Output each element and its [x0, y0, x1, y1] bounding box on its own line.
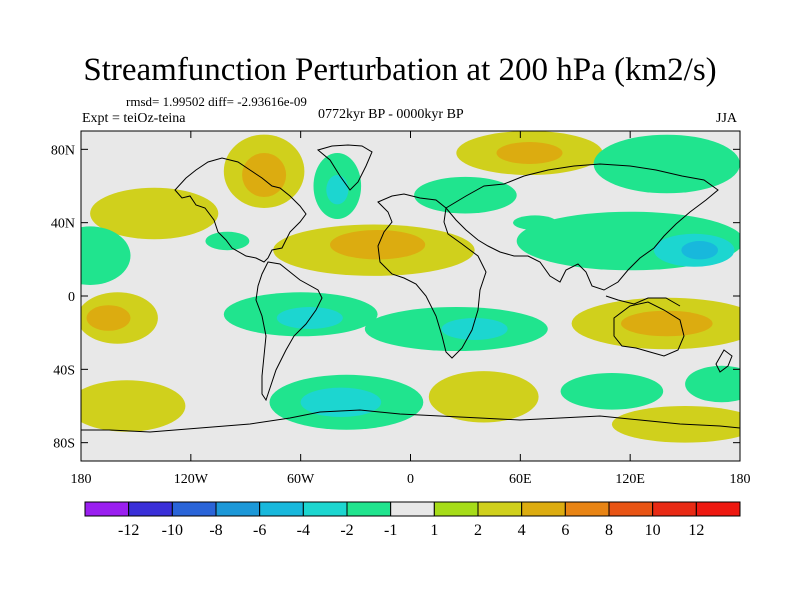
- colorbar-label-2: -8: [209, 522, 222, 539]
- anomaly-region-16: [513, 215, 557, 230]
- colorbar-box-13: [652, 501, 697, 517]
- colorbar-box-2: [171, 501, 217, 517]
- x-tick-label-6: 180: [730, 472, 751, 487]
- anomaly-region-24: [621, 310, 713, 337]
- x-tick-label-2: 60W: [287, 472, 315, 487]
- coastline-new-zealand: [715, 349, 733, 373]
- colorbar-label-4: -4: [297, 522, 310, 539]
- coastline-australia: [613, 301, 685, 357]
- anomaly-region-10: [496, 142, 563, 164]
- colorbar-box-4: [259, 501, 304, 517]
- y-tick-label-4: 80S: [53, 437, 75, 452]
- colorbar-box-11: [564, 501, 610, 517]
- colorbar-box-5: [302, 501, 348, 517]
- coastline-indonesia: [605, 295, 681, 307]
- coastline-north-america: [174, 157, 307, 263]
- colorbar-box-3: [215, 501, 261, 517]
- anomaly-region-6: [81, 226, 131, 285]
- colorbar-label-13: 12: [688, 522, 704, 539]
- y-tick-label-0: 80N: [51, 143, 75, 158]
- anomaly-region-25: [685, 365, 740, 403]
- y-tick-label-1: 40N: [51, 217, 75, 232]
- anomaly-region-31: [611, 406, 740, 443]
- colorbar-label-9: 4: [518, 522, 526, 539]
- colorbar-box-12: [608, 501, 654, 517]
- colorbar-box-7: [390, 501, 435, 517]
- colorbar-label-1: -10: [162, 522, 183, 539]
- colorbar-label-8: 2: [474, 522, 482, 539]
- anomaly-region-22: [441, 318, 508, 340]
- colorbar-label-3: -6: [253, 522, 266, 539]
- colorbar-label-12: 10: [645, 522, 661, 539]
- anomaly-region-12: [414, 176, 517, 214]
- x-tick-label-3: 0: [407, 472, 414, 487]
- anomaly-region-4: [326, 175, 349, 205]
- chart-title: Streamfunction Perturbation at 200 hPa (…: [83, 52, 717, 88]
- coastline-antarctica: [81, 409, 740, 433]
- colorbar-label-10: 6: [561, 522, 569, 539]
- experiment-label: Expt = teiOz-teina: [82, 111, 186, 126]
- season-label: JJA: [716, 111, 738, 126]
- coastline-south-america: [255, 261, 323, 402]
- anomaly-region-15: [681, 241, 718, 260]
- colorbar-label-6: -1: [384, 522, 397, 539]
- period-label: 0772kyr BP - 0000kyr BP: [318, 107, 464, 122]
- anomaly-region-8: [330, 230, 426, 260]
- x-tick-label-0: 180: [71, 472, 92, 487]
- anomaly-region-2: [242, 153, 287, 197]
- colorbar-box-10: [521, 501, 566, 517]
- anomaly-region-18: [86, 305, 131, 331]
- colorbar-label-7: 1: [430, 522, 438, 539]
- anomaly-region-26: [81, 380, 186, 432]
- anomaly-region-11: [593, 134, 740, 194]
- anomaly-region-0: [90, 187, 219, 240]
- colorbar-box-8: [433, 501, 479, 517]
- colorbar-label-0: -12: [118, 522, 139, 539]
- x-tick-label-5: 120E: [615, 472, 645, 487]
- anomaly-region-29: [428, 371, 539, 423]
- x-tick-label-4: 60E: [509, 472, 532, 487]
- coastlines: [81, 144, 740, 433]
- colorbar-label-11: 8: [605, 522, 613, 539]
- colorbar-box-6: [346, 501, 392, 517]
- coastline-europe-africa: [377, 193, 487, 359]
- x-tick-label-1: 120W: [174, 472, 209, 487]
- colorbar-box-0: [84, 501, 130, 517]
- anomaly-region-5: [205, 231, 250, 251]
- colorbar-box-14: [695, 501, 741, 517]
- coastline-greenland: [316, 144, 373, 191]
- colorbar-label-5: -2: [340, 522, 353, 539]
- colorbar-box-9: [477, 501, 523, 517]
- anomaly-region-30: [560, 373, 664, 410]
- coastline-asia: [445, 163, 719, 291]
- y-tick-label-3: 40S: [53, 363, 75, 378]
- colorbar-box-1: [128, 501, 173, 517]
- y-tick-label-2: 0: [68, 290, 75, 305]
- stats-text: rmsd= 1.99502 diff= -2.93616e-09: [126, 94, 307, 109]
